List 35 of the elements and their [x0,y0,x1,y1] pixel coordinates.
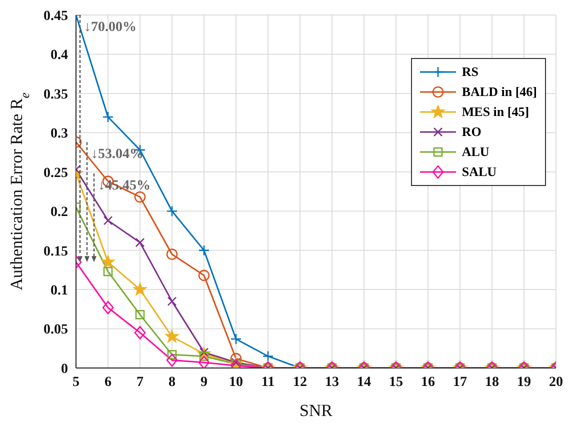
y-tick-label: 0.45 [44,8,68,24]
y-tick-label: 0.25 [44,166,68,181]
x-tick-label: 13 [325,374,339,390]
legend-label: RO [462,124,482,140]
x-tick-label: 5 [72,374,80,390]
x-tick-label: 14 [357,374,371,390]
y-tick-label: 0.4 [50,48,68,64]
y-tick-label: 0.35 [44,87,68,102]
x-tick-label: 18 [485,374,499,390]
y-tick-label: 0.1 [50,284,68,299]
x-tick-label: 8 [168,374,176,390]
y-tick-label: 0.3 [50,126,68,142]
x-tick-label: 19 [517,374,531,390]
x-tick-label: 12 [293,374,307,390]
legend-label: RS [462,64,478,80]
legend-label: MES in [45] [462,104,530,120]
y-tick-label: 0.2 [50,205,68,220]
x-tick-label: 6 [104,374,112,390]
x-tick-label: 20 [549,374,563,390]
x-tick-label: 11 [261,374,275,390]
legend-label: BALD in [46] [462,84,537,100]
y-tick-label: 0 [61,362,68,377]
annotation: ↓70.00% [84,20,136,35]
x-tick-label: 10 [229,374,243,390]
legend-label: ALU [462,144,490,160]
x-tick-label: 16 [421,374,435,390]
x-tick-label: 17 [453,374,467,390]
x-tick-label: 15 [389,374,403,390]
legend-label: SALU [462,164,497,180]
y-tick-label: 0.15 [44,244,68,260]
x-axis-title: SNR [299,401,334,420]
x-tick-label: 7 [136,374,144,390]
y-tick-label: 0.05 [44,322,68,338]
annotation: ↓53.04% [91,147,144,162]
x-tick-label: 9 [200,374,208,390]
